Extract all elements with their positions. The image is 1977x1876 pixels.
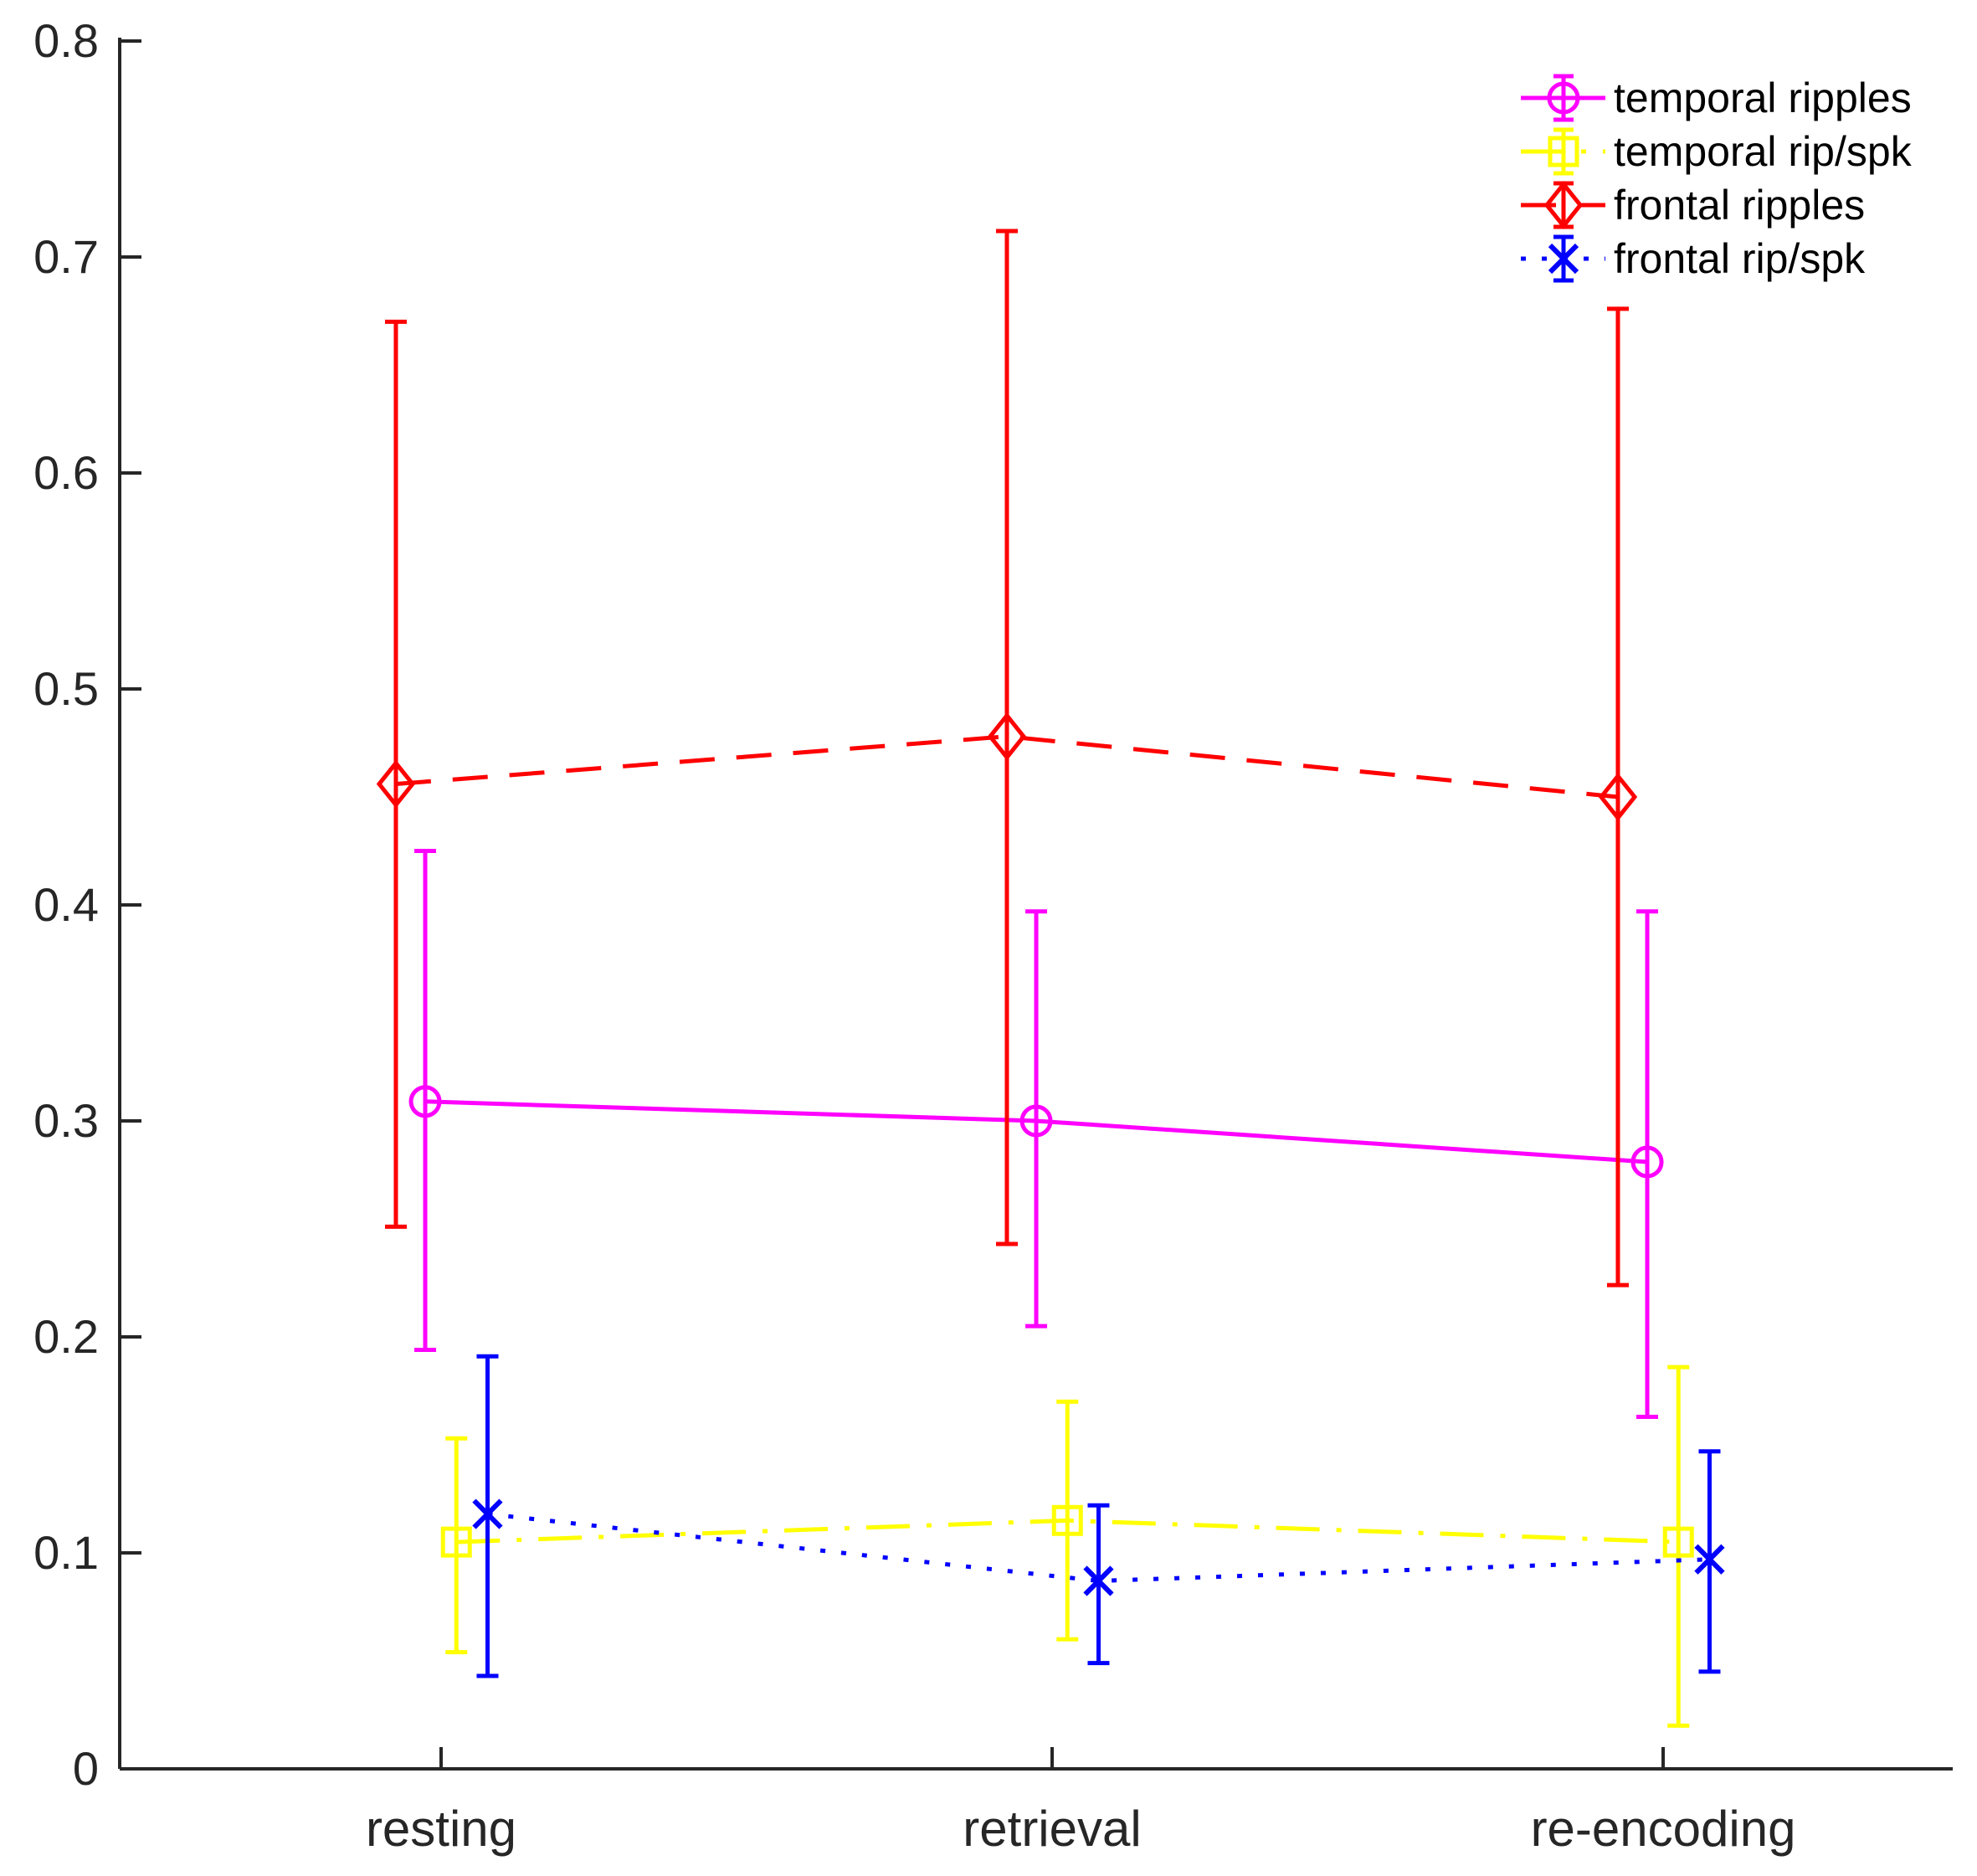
y-tick-label: 0.2 (33, 1310, 99, 1363)
temporal-rip-spk-marker (1662, 1526, 1694, 1558)
y-tick-label: 0 (73, 1742, 99, 1795)
y-tick-label: 0.6 (33, 446, 99, 499)
frontal-ripples-line (395, 734, 1619, 799)
frontal-ripples-marker (376, 759, 416, 809)
temporal-rip-spk-marker (1051, 1504, 1083, 1536)
legend-item-temporal-ripples: temporal ripples (1521, 74, 1912, 122)
y-tick-label: 0.7 (33, 230, 99, 283)
legend: temporal ripples temporal rip/spk frontal … (1521, 74, 1913, 283)
x-tick-label-retrieval: retrieval (963, 1801, 1141, 1857)
legend-frontal-rip-spk-marker (1548, 243, 1579, 275)
legend-item-frontal-ripples: frontal ripples (1521, 180, 1865, 230)
series-frontal-ripples (376, 229, 1638, 1288)
frontal-rip-spk-marker (472, 1498, 503, 1529)
temporal-ripples-marker (408, 1085, 442, 1118)
frontal-ripples-marker (1598, 772, 1638, 822)
frontal-rip-spk-marker (1083, 1565, 1114, 1596)
legend-label-frontal-rip-spk: frontal rip/spk (1614, 235, 1866, 282)
legend-item-frontal-rip-spk: frontal rip/spk (1521, 234, 1866, 283)
temporal-ripples-marker (1019, 1104, 1053, 1138)
series-frontal-rip-spk (472, 1354, 1725, 1678)
y-tick-label: 0.5 (33, 662, 99, 715)
frontal-ripples-marker (987, 712, 1027, 761)
y-tick-label: 0.3 (33, 1094, 99, 1147)
legend-frontal-ripples-marker (1543, 180, 1584, 230)
x-tick-label-re-encoding: re-encoding (1531, 1801, 1796, 1857)
legend-label-frontal-ripples: frontal ripples (1614, 182, 1865, 229)
legend-label-temporal-ripples: temporal ripples (1614, 75, 1912, 121)
legend-item-temporal-rip-spk: temporal rip/spk (1521, 127, 1913, 176)
legend-temporal-rip-spk-marker (1548, 136, 1579, 167)
series-temporal-rip-spk (440, 1365, 1694, 1728)
temporal-rip-spk-marker (440, 1526, 472, 1558)
y-tick-label: 0.8 (33, 14, 99, 67)
series-temporal-ripples (408, 849, 1664, 1419)
x-tick-label-resting: resting (366, 1801, 516, 1857)
legend-temporal-ripples-marker (1547, 81, 1580, 115)
y-tick-label: 0.1 (33, 1526, 99, 1579)
y-tick-label: 0.4 (33, 878, 99, 931)
temporal-ripples-marker (1630, 1145, 1664, 1179)
frontal-rip-spk-marker (1694, 1544, 1725, 1575)
legend-label-temporal-rip-spk: temporal rip/spk (1614, 128, 1913, 175)
